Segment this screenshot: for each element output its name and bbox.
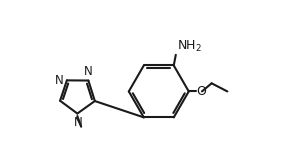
Text: N: N bbox=[74, 116, 83, 129]
Text: N: N bbox=[55, 74, 63, 87]
Text: NH$_2$: NH$_2$ bbox=[177, 39, 202, 54]
Text: N: N bbox=[84, 65, 93, 78]
Text: O: O bbox=[196, 85, 206, 98]
